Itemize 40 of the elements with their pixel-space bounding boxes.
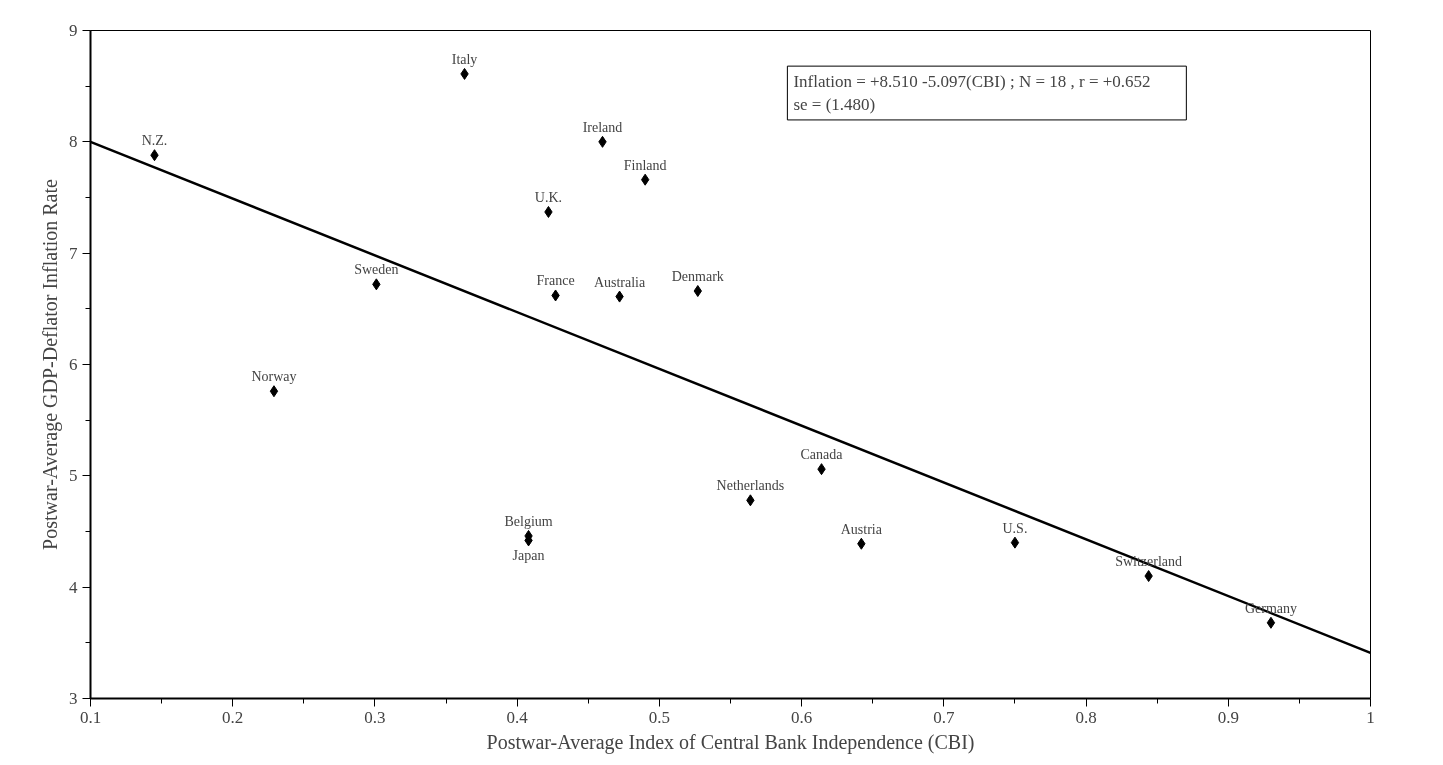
annotation: Canada <box>800 447 844 463</box>
y-tick-label: 5 <box>69 466 78 486</box>
annotation: N.Z. <box>141 133 168 149</box>
y-axis-title: Postwar-Average GDP-Deflator Inflation Rate <box>39 178 62 550</box>
x-tick-label: 0.1 <box>79 707 102 727</box>
annotation: Denmark <box>671 269 724 285</box>
x-tick-label: 0.6 <box>790 707 813 727</box>
annotation: Inflation = +8.510 -5.097(CBI) ; N = 18 , r = +0.652 <box>793 72 1151 92</box>
annotation: Sweden <box>354 262 399 278</box>
x-tick-label: 0.8 <box>1075 707 1097 727</box>
annotation: Japan <box>512 548 545 564</box>
y-tick-label: 3 <box>69 689 78 708</box>
annotation: se = (1.480) <box>793 94 876 114</box>
point <box>269 385 279 398</box>
x-axis-title: Postwar-Average Index of Central Bank Independence (CBI) <box>486 730 975 754</box>
x-tick-label: 0.3 <box>364 707 386 727</box>
x-tick-label: 0.4 <box>506 707 529 727</box>
y-tick-label: 6 <box>69 355 78 374</box>
annotation: Finland <box>623 157 667 173</box>
x-tick-label: 1 <box>1366 707 1375 727</box>
annotation: Belgium <box>504 513 553 529</box>
annotation: Australia <box>593 274 647 290</box>
annotation: Ireland <box>582 119 623 135</box>
x-tick-label: 0.9 <box>1217 707 1239 727</box>
annotation: France <box>536 273 575 289</box>
annotation: U.K. <box>534 189 563 205</box>
point <box>1010 536 1020 549</box>
x-tick-label: 0.7 <box>933 707 955 727</box>
y-tick-label: 9 <box>69 21 78 40</box>
annotation: Austria <box>840 521 883 537</box>
x-tick-label: 0.2 <box>222 707 244 727</box>
annotation: Italy <box>451 51 478 67</box>
x-tick-label: 0.5 <box>648 707 671 727</box>
y-tick-label: 8 <box>69 132 78 152</box>
point <box>1266 616 1276 629</box>
annotation: Norway <box>251 369 297 385</box>
annotation: U.S. <box>1002 520 1028 536</box>
y-tick-label: 4 <box>69 577 78 597</box>
y-tick-label: 7 <box>69 243 78 263</box>
annotation: Netherlands <box>716 478 785 494</box>
